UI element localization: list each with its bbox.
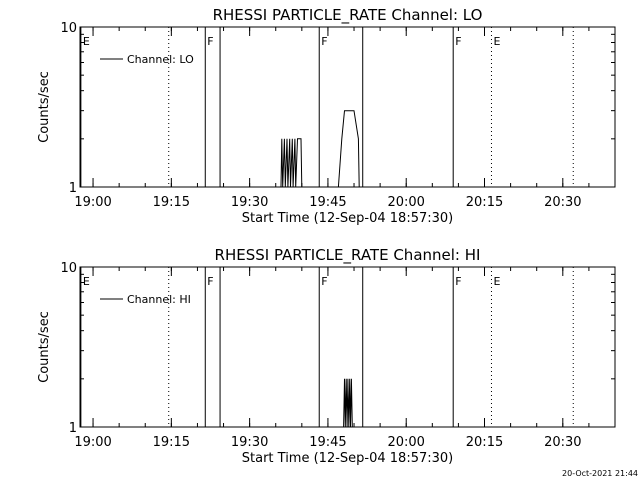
event-marker-label: F xyxy=(207,275,213,288)
x-tick-label: 19:00 xyxy=(74,435,111,450)
footer-timestamp: 20-Oct-2021 21:44 xyxy=(562,469,638,478)
x-tick-label: 20:30 xyxy=(544,435,581,450)
x-tick-label: 19:15 xyxy=(153,195,190,210)
x-tick-label: 19:00 xyxy=(74,195,111,210)
event-marker-label: F xyxy=(321,275,327,288)
event-marker-label: F xyxy=(455,275,461,288)
x-tick-label: 19:45 xyxy=(309,195,346,210)
x-axis-label: Start Time (12-Sep-04 18:57:30) xyxy=(242,211,453,226)
y-axis-label: Counts/sec xyxy=(37,71,52,143)
event-marker-label: E xyxy=(83,35,90,48)
x-tick-label: 20:15 xyxy=(466,195,503,210)
x-tick-label: 20:15 xyxy=(466,435,503,450)
chart-title: RHESSI PARTICLE_RATE Channel: LO xyxy=(213,6,483,25)
chart-panel-2: RHESSI PARTICLE_RATE Channel: HI 1 10 Count… xyxy=(37,246,616,466)
event-marker-label: F xyxy=(455,35,461,48)
x-tick-label: 19:45 xyxy=(309,435,346,450)
legend-label: Channel: LO xyxy=(127,53,194,66)
event-marker-label: E xyxy=(493,275,500,288)
y-tick-label: 1 xyxy=(69,181,77,196)
event-marker-label: F xyxy=(207,35,213,48)
plot-frame xyxy=(79,26,616,188)
chart-panel-1: RHESSI PARTICLE_RATE Channel: LO 1 10 Count… xyxy=(37,6,616,226)
x-tick-label: 19:30 xyxy=(231,435,268,450)
x-tick-label: 20:00 xyxy=(387,435,424,450)
x-tick-label: 19:30 xyxy=(231,195,268,210)
event-marker-label: E xyxy=(493,35,500,48)
chart-title: RHESSI PARTICLE_RATE Channel: HI xyxy=(215,246,481,265)
x-axis-label: Start Time (12-Sep-04 18:57:30) xyxy=(242,451,453,466)
x-tick-label: 20:30 xyxy=(544,195,581,210)
y-tick-label: 10 xyxy=(60,21,77,36)
legend-label: Channel: HI xyxy=(127,293,191,306)
y-tick-label: 10 xyxy=(60,261,77,276)
y-tick-label: 1 xyxy=(69,421,77,436)
y-axis-label: Counts/sec xyxy=(37,311,52,383)
x-tick-label: 19:15 xyxy=(153,435,190,450)
event-marker-label: E xyxy=(83,275,90,288)
series-line xyxy=(343,378,353,428)
x-tick-label: 20:00 xyxy=(387,195,424,210)
series-line xyxy=(280,110,360,188)
event-marker-label: F xyxy=(321,35,327,48)
